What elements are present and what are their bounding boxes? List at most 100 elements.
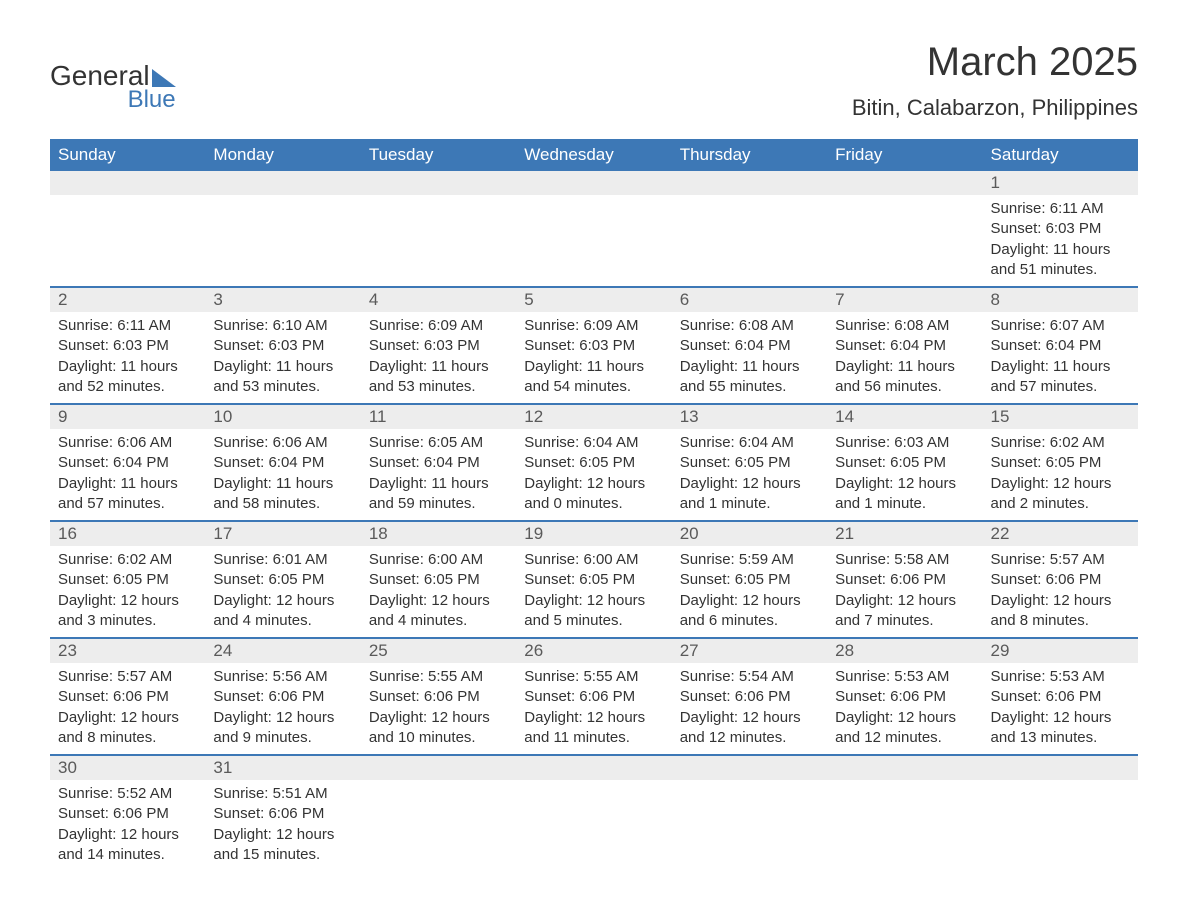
day-details: Sunrise: 6:01 AMSunset: 6:05 PMDaylight:… [205, 546, 360, 637]
daylight-text: Daylight: 12 hours and 7 minutes. [835, 591, 974, 632]
sunrise-text: Sunrise: 6:04 AM [524, 433, 663, 453]
day-number [672, 756, 827, 780]
calendar-cell: 14Sunrise: 6:03 AMSunset: 6:05 PMDayligh… [827, 404, 982, 521]
sunrise-text: Sunrise: 5:51 AM [213, 784, 352, 804]
day-number: 11 [361, 405, 516, 429]
calendar-cell: 15Sunrise: 6:02 AMSunset: 6:05 PMDayligh… [983, 404, 1138, 521]
calendar-week-row: 2Sunrise: 6:11 AMSunset: 6:03 PMDaylight… [50, 287, 1138, 404]
day-details: Sunrise: 6:11 AMSunset: 6:03 PMDaylight:… [50, 312, 205, 403]
calendar-cell: 28Sunrise: 5:53 AMSunset: 6:06 PMDayligh… [827, 638, 982, 755]
calendar-cell: 25Sunrise: 5:55 AMSunset: 6:06 PMDayligh… [361, 638, 516, 755]
daylight-text: Daylight: 11 hours and 59 minutes. [369, 474, 508, 515]
day-number: 18 [361, 522, 516, 546]
day-details: Sunrise: 5:53 AMSunset: 6:06 PMDaylight:… [827, 663, 982, 754]
calendar-cell: 19Sunrise: 6:00 AMSunset: 6:05 PMDayligh… [516, 521, 671, 638]
day-number [50, 171, 205, 195]
day-number: 1 [983, 171, 1138, 195]
day-details: Sunrise: 6:05 AMSunset: 6:04 PMDaylight:… [361, 429, 516, 520]
calendar-cell [827, 755, 982, 871]
day-number [361, 756, 516, 780]
sunset-text: Sunset: 6:05 PM [213, 570, 352, 590]
calendar-cell: 10Sunrise: 6:06 AMSunset: 6:04 PMDayligh… [205, 404, 360, 521]
calendar-cell: 4Sunrise: 6:09 AMSunset: 6:03 PMDaylight… [361, 287, 516, 404]
weekday-header: Saturday [983, 139, 1138, 171]
sunrise-text: Sunrise: 6:04 AM [680, 433, 819, 453]
sunset-text: Sunset: 6:06 PM [58, 687, 197, 707]
sunset-text: Sunset: 6:04 PM [213, 453, 352, 473]
sunrise-text: Sunrise: 6:00 AM [369, 550, 508, 570]
sunset-text: Sunset: 6:05 PM [991, 453, 1130, 473]
calendar-cell [672, 171, 827, 287]
sunrise-text: Sunrise: 6:11 AM [58, 316, 197, 336]
sunset-text: Sunset: 6:06 PM [835, 570, 974, 590]
sunset-text: Sunset: 6:04 PM [835, 336, 974, 356]
sunrise-text: Sunrise: 5:55 AM [524, 667, 663, 687]
sunrise-text: Sunrise: 5:58 AM [835, 550, 974, 570]
day-number [516, 171, 671, 195]
sunrise-text: Sunrise: 6:08 AM [835, 316, 974, 336]
calendar-week-row: 23Sunrise: 5:57 AMSunset: 6:06 PMDayligh… [50, 638, 1138, 755]
day-details [516, 195, 671, 275]
calendar-cell [50, 171, 205, 287]
sunrise-text: Sunrise: 6:10 AM [213, 316, 352, 336]
calendar-cell: 16Sunrise: 6:02 AMSunset: 6:05 PMDayligh… [50, 521, 205, 638]
day-details: Sunrise: 6:09 AMSunset: 6:03 PMDaylight:… [516, 312, 671, 403]
day-number [827, 171, 982, 195]
calendar-cell [516, 171, 671, 287]
day-number: 14 [827, 405, 982, 429]
sunset-text: Sunset: 6:04 PM [58, 453, 197, 473]
daylight-text: Daylight: 11 hours and 53 minutes. [213, 357, 352, 398]
daylight-text: Daylight: 11 hours and 57 minutes. [58, 474, 197, 515]
sunset-text: Sunset: 6:05 PM [524, 570, 663, 590]
day-number: 19 [516, 522, 671, 546]
calendar-cell: 22Sunrise: 5:57 AMSunset: 6:06 PMDayligh… [983, 521, 1138, 638]
calendar-cell: 12Sunrise: 6:04 AMSunset: 6:05 PMDayligh… [516, 404, 671, 521]
day-details: Sunrise: 5:57 AMSunset: 6:06 PMDaylight:… [983, 546, 1138, 637]
sunrise-text: Sunrise: 6:03 AM [835, 433, 974, 453]
day-number: 7 [827, 288, 982, 312]
calendar-cell: 23Sunrise: 5:57 AMSunset: 6:06 PMDayligh… [50, 638, 205, 755]
sunrise-text: Sunrise: 5:53 AM [835, 667, 974, 687]
weekday-header: Tuesday [361, 139, 516, 171]
day-number [983, 756, 1138, 780]
day-details [516, 780, 671, 860]
day-details [361, 780, 516, 860]
day-number: 17 [205, 522, 360, 546]
day-details: Sunrise: 5:54 AMSunset: 6:06 PMDaylight:… [672, 663, 827, 754]
sunset-text: Sunset: 6:06 PM [680, 687, 819, 707]
day-details [205, 195, 360, 275]
day-number: 21 [827, 522, 982, 546]
calendar-cell: 5Sunrise: 6:09 AMSunset: 6:03 PMDaylight… [516, 287, 671, 404]
day-number: 5 [516, 288, 671, 312]
brand-name-b: Blue [50, 86, 176, 114]
sunrise-text: Sunrise: 5:53 AM [991, 667, 1130, 687]
daylight-text: Daylight: 12 hours and 0 minutes. [524, 474, 663, 515]
sunrise-text: Sunrise: 6:07 AM [991, 316, 1130, 336]
day-details: Sunrise: 6:06 AMSunset: 6:04 PMDaylight:… [50, 429, 205, 520]
sunset-text: Sunset: 6:04 PM [369, 453, 508, 473]
weekday-header: Friday [827, 139, 982, 171]
day-details: Sunrise: 6:00 AMSunset: 6:05 PMDaylight:… [516, 546, 671, 637]
sunset-text: Sunset: 6:06 PM [58, 804, 197, 824]
sunrise-text: Sunrise: 6:02 AM [58, 550, 197, 570]
sunset-text: Sunset: 6:06 PM [991, 570, 1130, 590]
daylight-text: Daylight: 12 hours and 8 minutes. [991, 591, 1130, 632]
calendar-week-row: 16Sunrise: 6:02 AMSunset: 6:05 PMDayligh… [50, 521, 1138, 638]
calendar-cell [672, 755, 827, 871]
day-number: 13 [672, 405, 827, 429]
calendar-cell [516, 755, 671, 871]
day-number: 6 [672, 288, 827, 312]
day-number: 31 [205, 756, 360, 780]
sunrise-text: Sunrise: 6:01 AM [213, 550, 352, 570]
day-details [50, 195, 205, 275]
day-details: Sunrise: 5:53 AMSunset: 6:06 PMDaylight:… [983, 663, 1138, 754]
sunset-text: Sunset: 6:05 PM [680, 570, 819, 590]
calendar-cell: 29Sunrise: 5:53 AMSunset: 6:06 PMDayligh… [983, 638, 1138, 755]
day-number [516, 756, 671, 780]
calendar-cell: 27Sunrise: 5:54 AMSunset: 6:06 PMDayligh… [672, 638, 827, 755]
weekday-header: Wednesday [516, 139, 671, 171]
calendar-cell: 30Sunrise: 5:52 AMSunset: 6:06 PMDayligh… [50, 755, 205, 871]
sunset-text: Sunset: 6:06 PM [991, 687, 1130, 707]
day-details: Sunrise: 5:55 AMSunset: 6:06 PMDaylight:… [516, 663, 671, 754]
day-details: Sunrise: 6:08 AMSunset: 6:04 PMDaylight:… [672, 312, 827, 403]
